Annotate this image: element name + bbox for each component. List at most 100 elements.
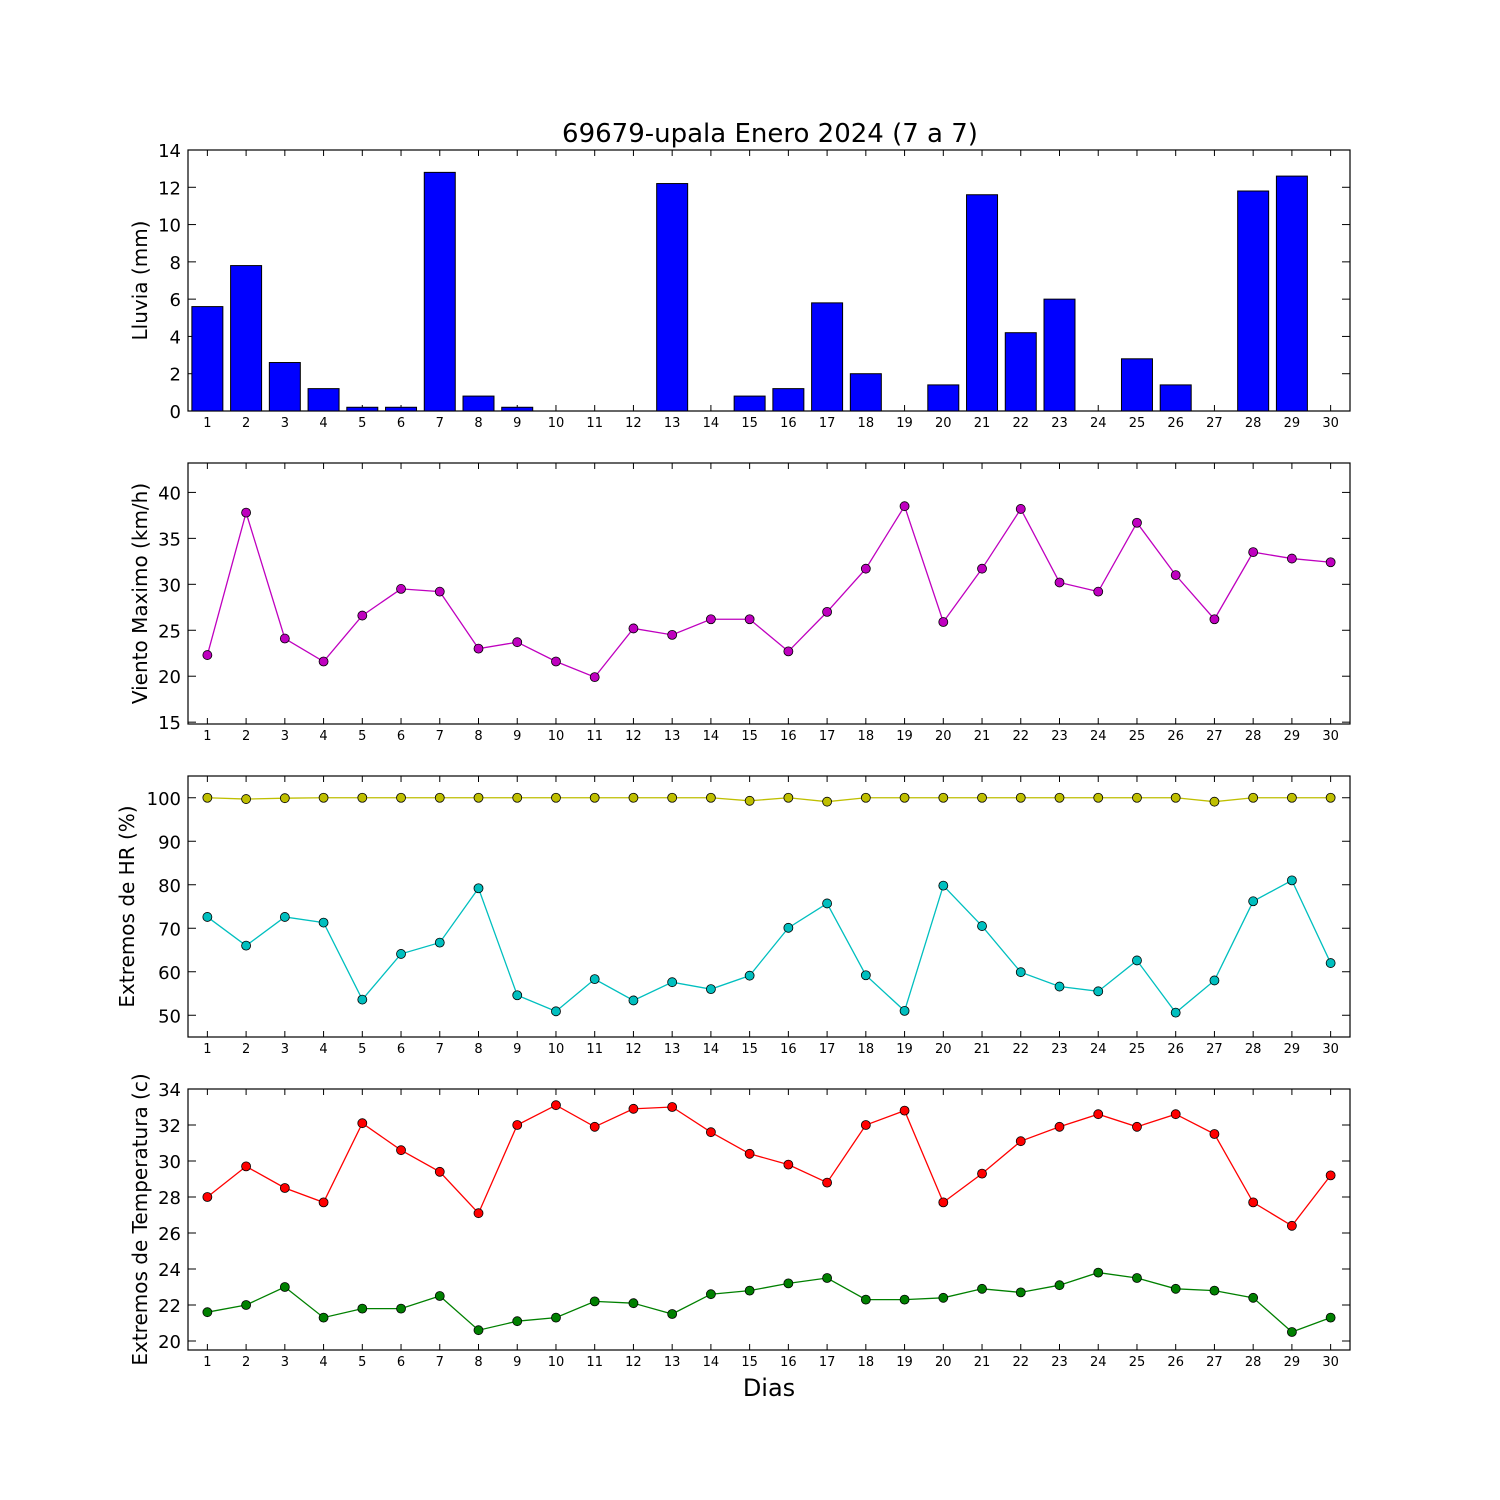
x-tick-label: 12: [625, 1355, 642, 1370]
x-tick-label: 15: [741, 416, 758, 431]
data-point: [1287, 875, 1297, 886]
x-tick-label: 26: [1167, 416, 1184, 431]
x-tick-label: 22: [1012, 729, 1029, 744]
x-tick-label: 18: [858, 416, 875, 431]
x-tick-label: 9: [513, 729, 521, 744]
rain-bar: [849, 373, 882, 412]
data-point: [1209, 1285, 1220, 1296]
data-point: [977, 792, 987, 803]
data-point: [1209, 796, 1220, 807]
data-point: [357, 792, 368, 803]
x-tick-label: 9: [513, 1355, 521, 1370]
x-tick-label: 7: [436, 1042, 444, 1057]
rain-bar: [230, 265, 263, 412]
x-tick-label: 27: [1206, 729, 1223, 744]
data-point: [1325, 792, 1336, 803]
x-tick-label: 23: [1051, 729, 1068, 744]
data-point: [589, 974, 600, 985]
x-tick-label: 1: [203, 1355, 211, 1370]
x-tick-label: 17: [819, 1355, 836, 1370]
data-point: [357, 610, 368, 621]
y-tick-label: 80: [158, 876, 181, 897]
rain-bar: [385, 406, 418, 412]
data-point: [1093, 586, 1104, 597]
data-point: [783, 792, 794, 803]
plot-area: [187, 1088, 1351, 1351]
data-point: [860, 563, 871, 574]
x-tick-label: 12: [625, 1042, 642, 1057]
x-tick-label: 25: [1129, 416, 1146, 431]
x-tick-label: 24: [1090, 416, 1107, 431]
rain-bar: [501, 406, 534, 412]
data-point: [1170, 570, 1181, 581]
x-tick-label: 24: [1090, 729, 1107, 744]
data-point: [628, 995, 639, 1006]
x-tick-label: 17: [819, 729, 836, 744]
x-tick-label: 20: [935, 416, 952, 431]
y-axis-label: Extremos de Temperatura (c): [128, 1073, 152, 1365]
data-point: [1054, 981, 1065, 992]
data-point: [1325, 1170, 1336, 1181]
y-tick-label: 50: [158, 1006, 181, 1027]
data-point: [318, 792, 329, 803]
x-tick-label: 22: [1012, 416, 1029, 431]
data-point: [667, 1102, 678, 1112]
x-tick-label: 28: [1245, 416, 1262, 431]
data-point: [241, 1161, 252, 1172]
data-point: [783, 1159, 794, 1170]
x-tick-label: 20: [935, 1042, 952, 1057]
x-tick-label: 2: [242, 1042, 250, 1057]
x-tick-label: 4: [319, 729, 327, 744]
y-tick-label: 90: [158, 832, 181, 853]
x-tick-label: 15: [741, 1042, 758, 1057]
rain-bar: [811, 302, 844, 412]
y-tick-label: 24: [158, 1260, 181, 1281]
y-tick-label: 26: [158, 1224, 181, 1245]
data-point: [202, 1307, 213, 1318]
data-point: [396, 1303, 406, 1314]
y-tick-label: 28: [158, 1188, 181, 1209]
data-point: [1248, 547, 1259, 558]
series-line: [206, 504, 1331, 678]
plot-area: [187, 462, 1351, 725]
rain-bar: [423, 171, 456, 412]
data-point: [628, 1298, 639, 1309]
series-line: [206, 1104, 1332, 1227]
y-tick-label: 40: [158, 483, 181, 504]
x-tick-label: 1: [203, 729, 211, 744]
x-tick-label: 11: [586, 729, 603, 744]
y-tick-label: 30: [158, 1152, 181, 1173]
data-point: [396, 1145, 406, 1156]
data-point: [822, 796, 832, 807]
data-point: [279, 793, 290, 804]
x-tick-label: 24: [1090, 1355, 1107, 1370]
x-tick-label: 7: [436, 1355, 444, 1370]
x-tick-label: 21: [974, 1355, 991, 1370]
x-tick-label: 5: [358, 729, 366, 744]
rain-bar: [462, 395, 495, 412]
data-point: [1015, 792, 1026, 803]
rain-bar: [733, 395, 766, 412]
data-point: [628, 623, 639, 634]
data-point: [396, 949, 406, 959]
x-tick-label: 2: [242, 729, 250, 744]
data-point: [783, 646, 794, 657]
data-point: [1248, 792, 1259, 803]
data-point: [860, 970, 871, 981]
x-tick-label: 30: [1322, 1355, 1339, 1370]
data-point: [822, 1273, 832, 1283]
data-point: [706, 1289, 716, 1300]
x-tick-label: 19: [896, 1042, 913, 1057]
x-tick-label: 29: [1284, 1042, 1301, 1057]
x-tick-label: 14: [703, 729, 720, 744]
x-tick-label: 4: [319, 1355, 327, 1370]
data-point: [357, 1303, 368, 1314]
data-point: [744, 614, 755, 625]
x-tick-label: 16: [780, 729, 797, 744]
x-tick-label: 19: [896, 416, 913, 431]
data-point: [473, 883, 484, 894]
y-tick-label: 22: [158, 1296, 181, 1317]
